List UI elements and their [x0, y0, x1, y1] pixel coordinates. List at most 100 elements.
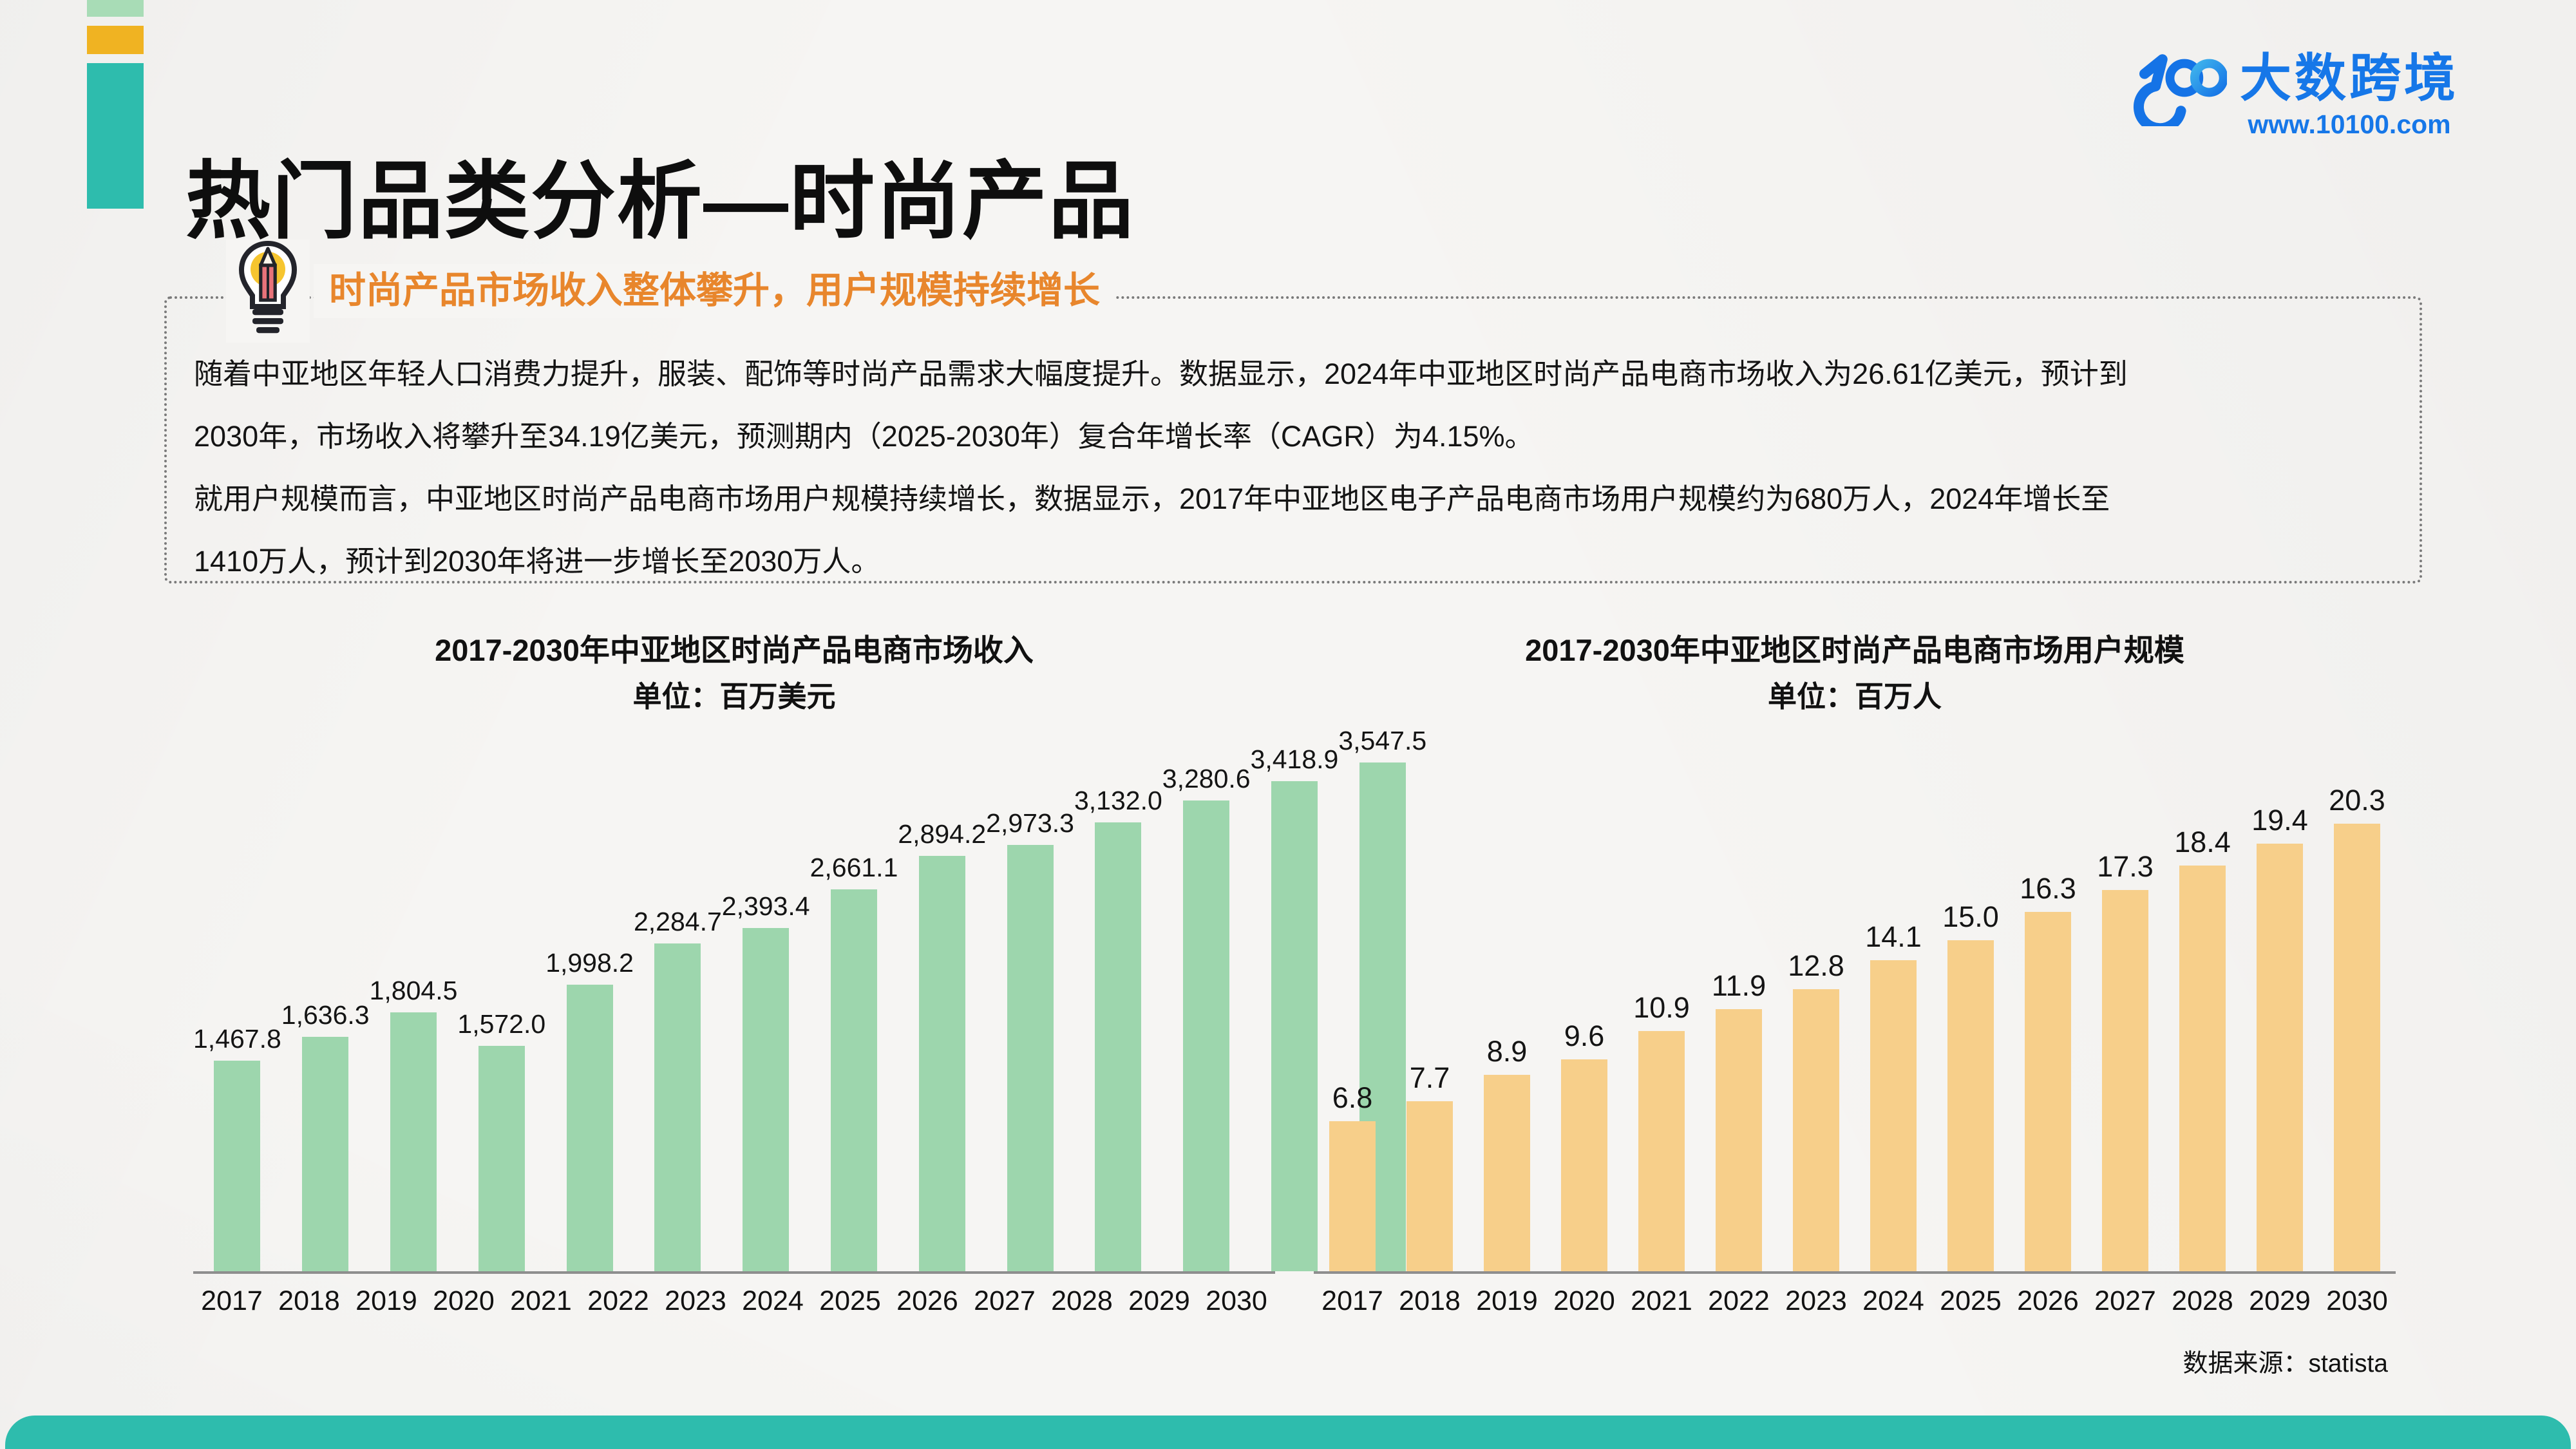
x-axis-year-label: 2028: [1051, 1285, 1113, 1316]
bar-column: 7.7: [1391, 1061, 1468, 1271]
x-axis-year-label: 2028: [2172, 1285, 2233, 1316]
bar-column: 20.3: [2318, 784, 2396, 1271]
x-axis-year-label: 2026: [2017, 1285, 2079, 1316]
accent-block-green: [87, 0, 144, 17]
bar-value-label: 1,804.5: [369, 976, 458, 1005]
bar-column: 12.8: [1777, 949, 1855, 1271]
bar-value-label: 18.4: [2174, 826, 2231, 858]
bar: [1947, 940, 1994, 1271]
bar: [654, 943, 701, 1271]
bar-value-label: 1,572.0: [457, 1009, 546, 1039]
chart-unit-label: 单位：百万人: [1767, 680, 1942, 713]
x-axis-year-label: 2027: [2094, 1285, 2156, 1316]
x-axis-year-label: 2019: [1476, 1285, 1538, 1316]
x-axis-year-label: 2024: [742, 1285, 804, 1316]
chart-unit-label: 单位：百万美元: [632, 680, 836, 713]
bar-value-label: 9.6: [1564, 1019, 1605, 1052]
page-title: 热门品类分析—时尚产品: [185, 154, 1135, 249]
x-axis-year-label: 2021: [1631, 1285, 1692, 1316]
x-axis-year-label: 2020: [1553, 1285, 1615, 1316]
x-axis-year-label: 2017: [1321, 1285, 1383, 1316]
users-bar-chart: 2017-2030年中亚地区时尚产品电商市场用户规模 单位：百万人 6.8 7.7…: [1314, 630, 2396, 1317]
x-axis-year-label: 2029: [1128, 1285, 1190, 1316]
bar-value-label: 7.7: [1409, 1061, 1450, 1094]
x-axis-year-label: 2027: [974, 1285, 1036, 1316]
bar: [1095, 822, 1142, 1271]
bar-value-label: 2,661.1: [810, 853, 898, 882]
bar-column: 9.6: [1546, 1019, 1623, 1271]
bar-value-label: 16.3: [2020, 872, 2076, 905]
bar-column: 14.1: [1855, 920, 1932, 1271]
callout-header: 时尚产品市场收入整体攀升，用户规模持续增长: [226, 240, 1115, 343]
bar-value-label: 3,132.0: [1074, 786, 1162, 815]
x-axis-year-label: 2029: [2249, 1285, 2311, 1316]
x-axis-year-label: 2017: [201, 1285, 263, 1316]
callout-body: 随着中亚地区年轻人口消费力提升，服装、配饰等时尚产品需求大幅度提升。数据显示，2…: [194, 343, 2128, 592]
brand-logo: 大数跨境 www.10100.com: [2124, 50, 2459, 140]
bar-column: 8.9: [1468, 1035, 1546, 1271]
bar: [566, 985, 613, 1271]
summary-callout: 时尚产品市场收入整体攀升，用户规模持续增长 随着中亚地区年轻人口消费力提升，服装…: [164, 240, 2422, 583]
bar: [2257, 844, 2303, 1271]
bar: [390, 1012, 437, 1271]
bar-value-label: 1,467.8: [193, 1024, 281, 1054]
bar-column: 19.4: [2241, 804, 2318, 1271]
x-axis-year-label: 2021: [510, 1285, 572, 1316]
bar-column: 1,636.3: [281, 1000, 370, 1271]
accent-block-yellow: [87, 26, 144, 54]
bar-column: 3,418.9: [1250, 744, 1339, 1271]
x-axis-year-label: 2024: [1862, 1285, 1924, 1316]
bar-column: 2,894.2: [898, 819, 986, 1271]
bar-column: 1,804.5: [369, 976, 458, 1271]
bar-value-label: 2,284.7: [633, 907, 722, 936]
bar-value-label: 8.9: [1486, 1035, 1528, 1068]
x-axis-year-label: 2022: [587, 1285, 649, 1316]
bar-column: 11.9: [1700, 969, 1777, 1271]
bar-value-label: 6.8: [1332, 1081, 1373, 1114]
x-axis-year-label: 2018: [1399, 1285, 1461, 1316]
chart-title: 2017-2030年中亚地区时尚产品电商市场收入: [435, 633, 1034, 667]
x-axis-year-label: 2019: [355, 1285, 417, 1316]
bar: [478, 1046, 525, 1271]
revenue-bar-chart: 2017-2030年中亚地区时尚产品电商市场收入 单位：百万美元 1,467.8…: [193, 630, 1426, 1317]
bar: [1870, 960, 1917, 1271]
bar: [1638, 1031, 1685, 1271]
chart-title: 2017-2030年中亚地区时尚产品电商市场用户规模: [1525, 633, 2184, 667]
bar-value-label: 3,280.6: [1162, 764, 1251, 793]
bar-value-label: 12.8: [1788, 949, 1844, 982]
bar: [743, 928, 790, 1271]
bar: [2025, 912, 2071, 1271]
bar-value-label: 3,418.9: [1250, 744, 1339, 774]
bar-column: 1,467.8: [193, 1024, 281, 1271]
bar-column: 2,284.7: [634, 907, 722, 1271]
bar-column: 18.4: [2164, 826, 2241, 1271]
bar: [1329, 1121, 1376, 1271]
bar: [1271, 781, 1318, 1271]
bar: [1484, 1075, 1530, 1271]
x-axis-labels: 2017 2018 2019 2020 2021 2022 2023 2024 2025 2026…: [193, 1285, 1275, 1317]
x-axis-year-label: 2018: [278, 1285, 340, 1316]
bar: [1007, 845, 1054, 1271]
x-axis-year-label: 2025: [1940, 1285, 2002, 1316]
brand-logo-icon: [2124, 50, 2228, 134]
body-line-3: 就用户规模而言，中亚地区时尚产品电商市场用户规模持续增长，数据显示，2017年中…: [194, 482, 2110, 515]
accent-block-teal: [87, 63, 144, 209]
bar: [918, 856, 965, 1271]
body-line-2: 2030年，市场收入将攀升至34.19亿美元，预测期内（2025-2030年）复…: [194, 420, 1534, 453]
bar-plot: 1,467.8 1,636.3 1,804.5 1,572.0 1,998.2 2,284…: [193, 726, 1426, 1271]
x-axis-year-label: 2030: [1206, 1285, 1267, 1316]
bar-value-label: 1,998.2: [545, 948, 634, 978]
brand-url[interactable]: www.10100.com: [2248, 109, 2451, 139]
lightbulb-pencil-icon: [226, 240, 310, 343]
bar-column: 1,572.0: [457, 1009, 545, 1271]
bar-value-label: 11.9: [1711, 969, 1766, 1002]
bar: [1183, 800, 1230, 1271]
bar: [1793, 989, 1839, 1271]
bar-plot: 6.8 7.7 8.9 9.6 10.9 11.9 12.8 14.1 15.0 16.3 17.3…: [1314, 756, 2396, 1271]
x-axis-year-label: 2025: [819, 1285, 881, 1316]
bar-value-label: 2,894.2: [898, 819, 987, 849]
bar-column: 10.9: [1623, 991, 1700, 1271]
bar-column: 2,973.3: [986, 808, 1074, 1271]
bar-column: 2,661.1: [810, 853, 898, 1271]
